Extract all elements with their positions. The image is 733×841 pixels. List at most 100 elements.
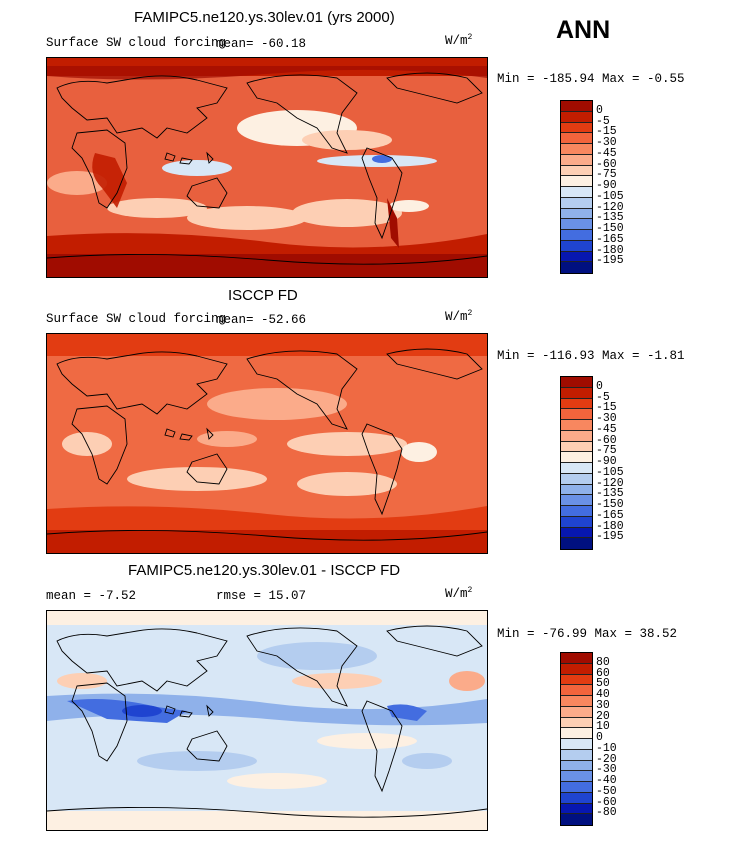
colorbar-label: -195 bbox=[596, 254, 624, 268]
colorbar-swatch bbox=[561, 706, 592, 718]
colorbar-label: -30 bbox=[596, 412, 617, 425]
colorbar-swatch bbox=[561, 674, 592, 686]
panel-obs-title: ISCCP FD bbox=[228, 287, 298, 304]
colorbar-swatch bbox=[561, 176, 592, 187]
colorbar-swatch bbox=[561, 154, 592, 166]
colorbar-label: -30 bbox=[596, 763, 617, 777]
colorbar-swatch bbox=[561, 663, 592, 675]
colorbar-swatch bbox=[561, 111, 592, 123]
colorbar-swatch bbox=[561, 452, 592, 463]
colorbar-swatch bbox=[561, 696, 592, 707]
panel-obs-map-svg bbox=[47, 334, 487, 553]
colorbar-label: 10 bbox=[596, 720, 610, 734]
colorbar-swatch bbox=[561, 760, 592, 772]
colorbar-label: -165 bbox=[596, 508, 624, 522]
colorbar-swatch bbox=[561, 409, 592, 420]
panel-obs-variable: Surface SW cloud forcing bbox=[46, 312, 227, 326]
colorbar-swatch bbox=[561, 387, 592, 399]
panel-diff-map-svg bbox=[47, 611, 487, 830]
colorbar-swatch bbox=[561, 516, 592, 528]
panel-model-mean: mean= -60.18 bbox=[216, 37, 307, 51]
colorbar-swatch bbox=[561, 398, 592, 410]
colorbar-label: -30 bbox=[596, 136, 617, 149]
colorbar-label: -120 bbox=[596, 200, 624, 214]
panel-model-map-svg bbox=[47, 58, 487, 277]
colorbar-swatch bbox=[561, 717, 592, 729]
colorbar-label: -180 bbox=[596, 519, 624, 533]
colorbar-swatch bbox=[561, 133, 592, 144]
colorbar-label: -135 bbox=[596, 487, 624, 501]
colorbar-swatch bbox=[561, 782, 592, 793]
panel-obs-colorbar bbox=[560, 376, 593, 550]
panel-diff-units: W/m2 bbox=[445, 586, 473, 602]
panel-model-units: W/m2 bbox=[445, 33, 473, 49]
colorbar-swatch bbox=[561, 728, 592, 739]
colorbar-swatch bbox=[561, 187, 592, 198]
colorbar-swatch bbox=[561, 792, 592, 804]
colorbar-swatch bbox=[561, 495, 592, 506]
panel-model-colorbar bbox=[560, 100, 593, 274]
panel-obs-mean: mean= -52.66 bbox=[216, 313, 307, 327]
colorbar-swatch bbox=[561, 420, 592, 431]
colorbar-label: -165 bbox=[596, 232, 624, 246]
panel-obs-minmax: Min = -116.93 Max = -1.81 bbox=[497, 349, 685, 363]
colorbar-label: -15 bbox=[596, 401, 617, 415]
colorbar-swatch bbox=[561, 144, 592, 155]
colorbar-label: -90 bbox=[596, 455, 617, 468]
colorbar-swatch bbox=[561, 101, 592, 112]
colorbar-swatch bbox=[561, 240, 592, 252]
colorbar-label: -75 bbox=[596, 168, 617, 182]
panel-obs-map bbox=[46, 333, 488, 554]
colorbar-swatch bbox=[561, 527, 592, 539]
colorbar-swatch bbox=[561, 441, 592, 453]
colorbar-swatch bbox=[561, 814, 592, 825]
panel-diff-colorbar bbox=[560, 652, 593, 826]
colorbar-label: -195 bbox=[596, 530, 624, 544]
colorbar-swatch bbox=[561, 251, 592, 263]
colorbar-label: 0 bbox=[596, 379, 603, 393]
colorbar-label: -10 bbox=[596, 741, 617, 755]
colorbar-swatch bbox=[561, 165, 592, 177]
colorbar-label: -60 bbox=[596, 795, 617, 809]
panel-diff-minmax: Min = -76.99 Max = 38.52 bbox=[497, 627, 678, 641]
colorbar-label: -80 bbox=[596, 806, 617, 820]
colorbar-label: -180 bbox=[596, 243, 624, 257]
colorbar-swatch bbox=[561, 208, 592, 220]
colorbar-swatch bbox=[561, 197, 592, 209]
colorbar-label: -105 bbox=[596, 465, 624, 479]
season-label: ANN bbox=[556, 16, 611, 44]
colorbar-swatch bbox=[561, 771, 592, 782]
colorbar-label: -20 bbox=[596, 752, 617, 766]
colorbar-swatch bbox=[561, 749, 592, 761]
colorbar-label: 0 bbox=[596, 103, 603, 117]
colorbar-label: -60 bbox=[596, 433, 617, 447]
colorbar-label: -135 bbox=[596, 211, 624, 225]
colorbar-swatch bbox=[561, 685, 592, 696]
colorbar-label: -5 bbox=[596, 390, 610, 404]
colorbar-label: 20 bbox=[596, 709, 610, 723]
colorbar-swatch bbox=[561, 538, 592, 549]
panel-diff-title: FAMIPC5.ne120.ys.30lev.01 - ISCCP FD bbox=[128, 562, 401, 579]
colorbar-label: -45 bbox=[596, 146, 617, 160]
colorbar-swatch bbox=[561, 473, 592, 485]
colorbar-label: 60 bbox=[596, 666, 610, 680]
colorbar-label: -50 bbox=[596, 784, 617, 798]
colorbar-swatch bbox=[561, 506, 592, 517]
colorbar-swatch bbox=[561, 219, 592, 230]
colorbar-swatch bbox=[561, 653, 592, 664]
colorbar-swatch bbox=[561, 430, 592, 442]
colorbar-label: 30 bbox=[596, 698, 610, 712]
colorbar-label: -120 bbox=[596, 476, 624, 490]
colorbar-label: -5 bbox=[596, 114, 610, 128]
colorbar-label: -40 bbox=[596, 774, 617, 787]
colorbar-label: 50 bbox=[596, 677, 610, 691]
colorbar-label: -105 bbox=[596, 189, 624, 203]
colorbar-label: -15 bbox=[596, 125, 617, 139]
colorbar-label: -90 bbox=[596, 179, 617, 192]
panel-diff-map bbox=[46, 610, 488, 831]
colorbar-label: -150 bbox=[596, 498, 624, 511]
colorbar-label: 40 bbox=[596, 688, 610, 701]
panel-diff-mean: mean = -7.52 bbox=[46, 589, 137, 603]
colorbar-swatch bbox=[561, 739, 592, 750]
panel-model-variable: Surface SW cloud forcing bbox=[46, 36, 227, 50]
